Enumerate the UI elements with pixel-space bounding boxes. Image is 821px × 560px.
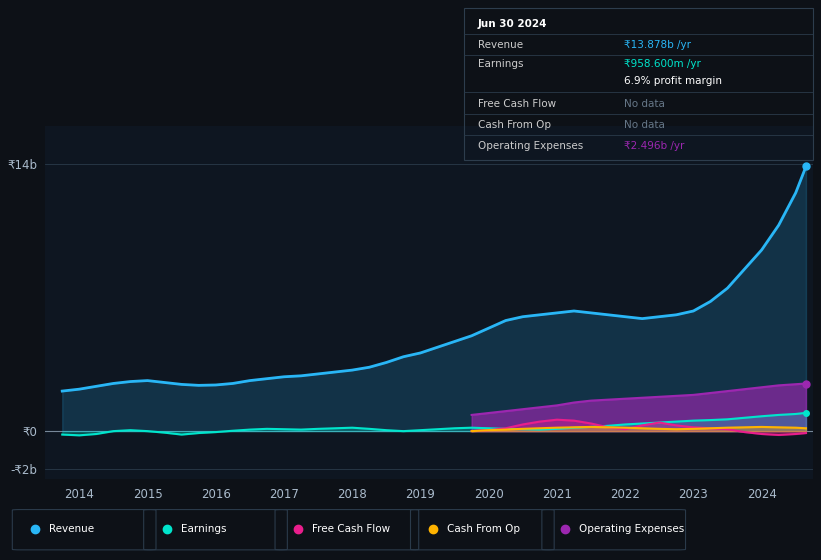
Text: Cash From Op: Cash From Op (478, 120, 551, 130)
Text: Operating Expenses: Operating Expenses (478, 141, 583, 151)
Text: Operating Expenses: Operating Expenses (579, 524, 684, 534)
Text: No data: No data (624, 120, 665, 130)
Text: Earnings: Earnings (181, 524, 226, 534)
Text: ₹2.496b /yr: ₹2.496b /yr (624, 141, 685, 151)
Text: Revenue: Revenue (478, 40, 523, 50)
Text: No data: No data (624, 99, 665, 109)
Text: ₹958.600m /yr: ₹958.600m /yr (624, 59, 701, 69)
Text: Jun 30 2024: Jun 30 2024 (478, 18, 548, 29)
Text: Free Cash Flow: Free Cash Flow (312, 524, 390, 534)
Text: Earnings: Earnings (478, 59, 523, 69)
Text: Cash From Op: Cash From Op (447, 524, 521, 534)
Text: 6.9% profit margin: 6.9% profit margin (624, 76, 722, 86)
Text: ₹13.878b /yr: ₹13.878b /yr (624, 40, 691, 50)
Text: Free Cash Flow: Free Cash Flow (478, 99, 556, 109)
Text: Revenue: Revenue (49, 524, 94, 534)
